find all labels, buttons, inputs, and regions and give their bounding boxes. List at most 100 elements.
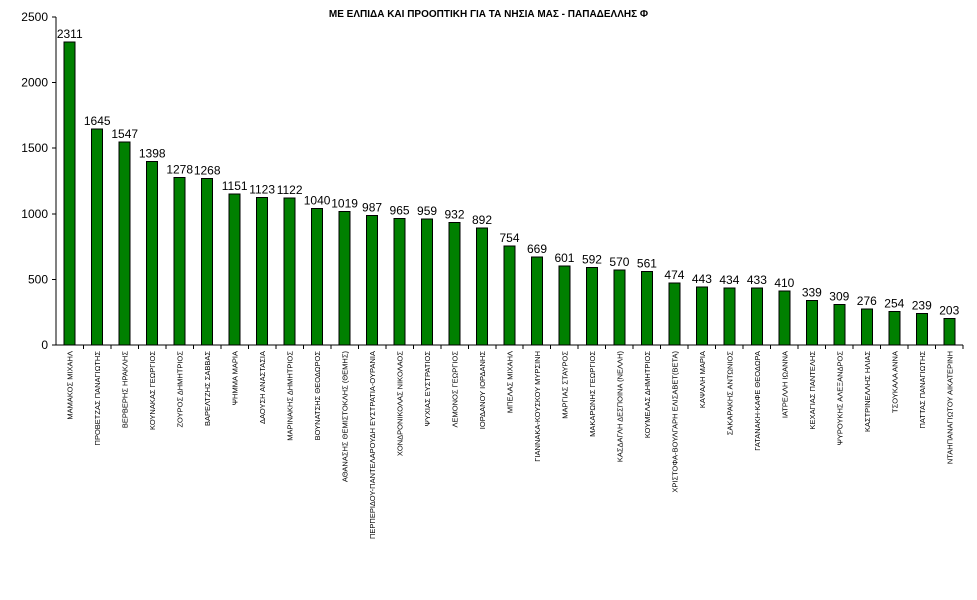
bar: [668, 282, 681, 346]
data-label: 339: [802, 286, 822, 300]
x-tick-label: ΚΑΣΤΡΙΝΕΛΛΗΣ ΗΛΙΑΣ: [863, 351, 872, 432]
x-tick-label: ΣΑΚΑΡΑΚΗΣ ΑΝΤΩΝΙΟΣ: [725, 351, 734, 436]
data-label: 433: [747, 273, 767, 287]
x-tick-label: ΠΕΡΠΕΡΙΔΟΥ-ΠΑΝΤΕΛΑΡΟΥΔΗ ΕΥΣΤΡΑΤΙΑ-ΟΥΡΑΝΙ…: [368, 351, 377, 539]
data-label: 443: [692, 272, 712, 286]
y-tick-label: 1500: [21, 141, 48, 155]
bar: [476, 227, 489, 346]
data-label: 669: [527, 242, 547, 256]
data-label: 309: [829, 289, 849, 303]
x-tick-label: ΓΑΤΑΝΑΚΗ-ΚΑΦΕ ΘΕΟΔΩΡΑ: [753, 351, 762, 451]
bar: [915, 313, 928, 346]
data-label: 2311: [57, 27, 83, 41]
bar: [723, 287, 736, 346]
bar: [228, 193, 241, 346]
x-tick-label: ΨΗΜΜΑ ΜΑΡΙΑ: [231, 351, 240, 405]
bar: [118, 141, 131, 346]
data-label: 1040: [304, 194, 331, 208]
x-tick-label: ΜΑΜΑΚΟΣ ΜΙΧΑΗΛ: [66, 351, 75, 420]
data-label: 892: [472, 213, 492, 227]
data-label: 203: [939, 303, 959, 317]
x-tick-label: ΙΟΡΔΑΝΟΥ ΙΟΡΔΑΝΗΣ: [478, 351, 487, 430]
y-axis: 0 500 1000 1500 2000 2500: [21, 10, 57, 352]
data-label: 754: [499, 231, 519, 245]
y-tick-label: 0: [41, 338, 48, 352]
bar: [860, 308, 873, 346]
y-tick-label: 2000: [21, 76, 48, 90]
x-tick-label: ΧΟΝΔΡΟΝΙΚΟΛΑΣ ΝΙΚΟΛΑΟΣ: [396, 351, 405, 456]
bar: [393, 217, 406, 346]
bar: [778, 290, 791, 346]
data-label: 601: [554, 251, 574, 265]
data-label: 1122: [277, 183, 303, 197]
bar: [750, 287, 763, 346]
data-label: 561: [637, 256, 657, 270]
bar: [173, 176, 186, 346]
bar: [833, 303, 846, 346]
bar: [311, 208, 324, 346]
bar: [283, 197, 296, 346]
x-tick-label: ΠΡΟΒΕΤΖΑΣ ΠΑΝΑΓΙΩΤΗΣ: [93, 351, 102, 446]
data-label: 1398: [139, 147, 166, 161]
data-label: 1151: [222, 179, 248, 193]
bar: [640, 270, 653, 346]
data-label: 1278: [166, 162, 193, 176]
bar: [63, 41, 76, 346]
x-axis: [56, 344, 964, 349]
x-tick-label: ΚΟΥΜΕΛΑΣ ΔΗΜΗΤΡΙΟΣ: [643, 351, 652, 439]
x-tick-label: ΧΡΙΣΤΟΦΑ-ΒΟΥΛΓΑΡΗ ΕΛΙΣΑΒΕΤ(ΒΕΤΑ): [670, 351, 679, 493]
bar: [613, 269, 626, 346]
bar: [256, 197, 269, 346]
data-label: 239: [912, 299, 932, 313]
bar: [530, 256, 543, 346]
bar: [366, 215, 379, 346]
bar: [943, 317, 956, 346]
x-tick-label: ΔΑΟΥΣΗ ΑΝΑΣΤΑΣΙΑ: [258, 351, 267, 424]
x-tick-label: ΑΘΑΝΑΣΗΣ ΘΕΜΙΣΤΟΚΛΗΣ (ΘΕΜΗΣ): [341, 351, 350, 483]
bar: [805, 300, 818, 346]
bar: [91, 128, 104, 346]
x-tick-label: ΜΑΚΑΡΩΝΗΣ ΓΕΩΡΓΙΟΣ: [588, 351, 597, 437]
x-tick-label: ΖΟΥΡΟΣ ΔΗΜΗΤΡΙΟΣ: [176, 351, 185, 428]
x-tick-label: ΤΣΟΥΚΑΛΑ ΑΝΝΑ: [890, 351, 899, 413]
data-label: 1645: [84, 114, 111, 128]
x-tick-label: ΚΕΧΑΓΙΑΣ ΠΑΝΤΕΛΗΣ: [808, 351, 817, 430]
x-tick-label: ΚΑΨΑΛΗ ΜΑΡΙΑ: [698, 351, 707, 408]
bar: [585, 266, 598, 346]
x-tick-label: ΜΠΕΛΑΣ ΜΙΧΑΗΛ: [506, 351, 515, 413]
data-label: 474: [664, 268, 684, 282]
data-label: 1268: [194, 164, 221, 178]
data-label: 1123: [249, 183, 275, 197]
data-label: 592: [582, 252, 602, 266]
x-tick-label: ΚΑΣΔΑΓΛΗ ΔΕΣΠΟΙΝΑ (ΝΕΛΛΗ): [615, 351, 624, 463]
x-tick-label: ΒΟΥΝΑΤΣΗΣ ΘΕΟΔΩΡΟΣ: [313, 351, 322, 441]
x-tick-label: ΜΑΡΓΙΑΣ ΣΤΑΥΡΟΣ: [560, 351, 569, 419]
x-tick-label: ΨΥΡΟΥΚΗΣ ΑΛΕΞΑΝΔΡΟΣ: [835, 351, 844, 446]
data-label: 254: [884, 297, 904, 311]
x-tick-label: ΒΕΡΒΕΡΗΣ ΗΡΑΚΛΗΣ: [121, 351, 130, 428]
data-label: 434: [719, 273, 739, 287]
x-tick-label: ΠΑΤΤΑΣ ΠΑΝΑΓΙΩΤΗΣ: [918, 351, 927, 429]
x-tick-label: ΜΑΡΙΝΑΚΗΣ ΔΗΜΗΤΡΙΟΣ: [286, 351, 295, 441]
data-label: 932: [445, 208, 465, 222]
bar: [201, 178, 214, 346]
x-tick-label: ΒΑΡΕΛΤΖΗΣ ΣΑΒΒΑΣ: [203, 351, 212, 426]
data-label: 1019: [331, 196, 358, 210]
bar: [888, 311, 901, 346]
bar: [695, 286, 708, 346]
bar: [448, 222, 461, 346]
y-tick-label: 2500: [21, 10, 48, 24]
data-label: 570: [609, 255, 629, 269]
data-label: 276: [857, 294, 877, 308]
x-tick-label: ΛΕΜΟΝΟΣ ΓΕΩΡΓΙΟΣ: [451, 351, 460, 428]
bar: [503, 245, 516, 346]
data-label: 965: [390, 203, 410, 217]
x-tick-label: ΚΟΥΝΑΚΑΣ ΓΕΩΡΓΙΟΣ: [148, 351, 157, 430]
data-label: 1547: [111, 127, 138, 141]
y-tick-label: 500: [28, 272, 48, 286]
data-label: 987: [362, 201, 382, 215]
x-tick-label: ΓΙΑΝΝΑΚΑ-ΚΟΥΣΚΟΥ ΜΥΡΣΙΝΗ: [533, 351, 542, 462]
y-tick-label: 1000: [21, 207, 48, 221]
